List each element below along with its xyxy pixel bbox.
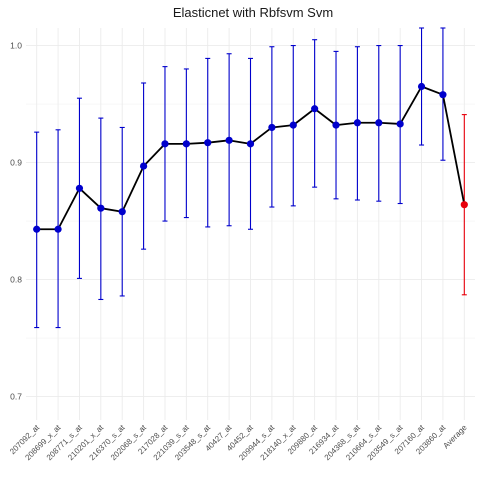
- data-point: [268, 123, 276, 132]
- error-bars: [34, 27, 467, 329]
- y-tick-label: 1.0: [10, 41, 22, 51]
- data-point: [417, 82, 426, 91]
- data-point: [182, 140, 190, 148]
- data-point: [311, 105, 319, 113]
- error-bar: [312, 39, 318, 188]
- data-point: [118, 208, 126, 216]
- average-point: [460, 201, 468, 209]
- data-point: [33, 225, 41, 233]
- data-point: [353, 119, 362, 127]
- data-point: [97, 204, 105, 212]
- data-point: [289, 121, 297, 129]
- x-axis-ticks: 207092_at208699_x_at208771_s_at210201_x_…: [8, 423, 469, 463]
- data-point: [246, 140, 255, 148]
- data-point: [439, 91, 447, 99]
- data-point: [375, 119, 383, 127]
- data-point: [54, 225, 62, 233]
- y-tick-label: 0.8: [10, 275, 22, 285]
- x-tick-label: Average: [441, 423, 469, 451]
- data-point: [139, 162, 148, 170]
- data-point: [396, 120, 404, 128]
- data-point: [204, 139, 212, 147]
- y-tick-label: 0.7: [10, 392, 22, 402]
- chart-title: Elasticnet with Rbfsvm Svm: [173, 5, 333, 20]
- y-axis-ticks: 0.7 0.8 0.9 1.0: [10, 41, 22, 402]
- data-point: [161, 140, 169, 148]
- data-point: [225, 136, 233, 144]
- data-point: [75, 184, 84, 192]
- data-point: [332, 121, 340, 129]
- data-points: [33, 82, 468, 233]
- y-tick-label: 0.9: [10, 158, 22, 168]
